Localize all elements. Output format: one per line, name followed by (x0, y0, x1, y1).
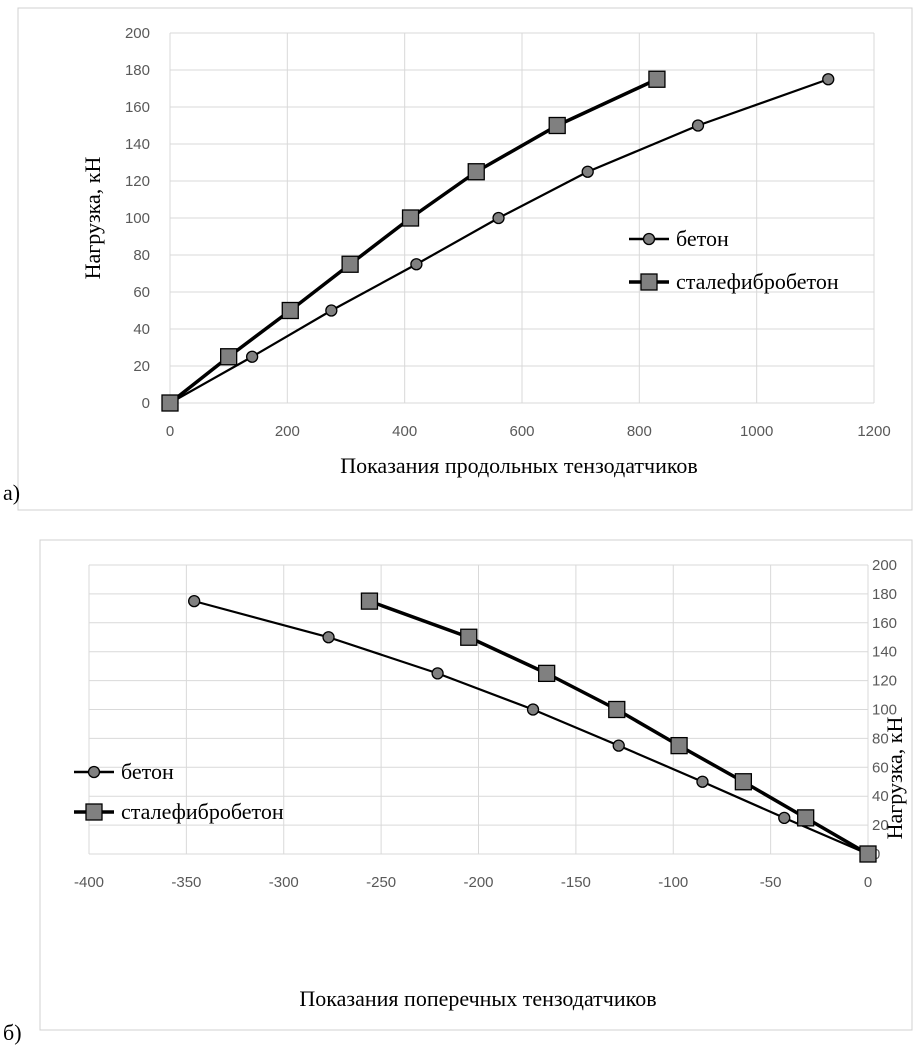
b-x-tick-label: 0 (864, 874, 872, 891)
panel-b-series (188, 592, 877, 863)
b-series-1-point-3 (670, 736, 688, 755)
b-x-tick-label: -150 (561, 874, 591, 891)
b-y-tick-label: 160 (872, 615, 897, 632)
b-series-1-point-6 (460, 628, 478, 646)
b-y-tick-label: 180 (872, 586, 897, 603)
a-x-tick-label: 200 (275, 423, 300, 440)
b-x-tick-label: -50 (760, 874, 782, 891)
b-y-tick-label: 20 (872, 817, 889, 834)
panel-b-ticks: 0 20 40 60 80 100 120 140 160 180 200 -400 -350 -300 -… (74, 557, 897, 891)
a-y-tick-label: 180 (125, 62, 150, 79)
a-series-1-line (168, 77, 658, 405)
a-series-1-point-4 (401, 209, 420, 227)
a-series-1-point-0 (161, 394, 179, 412)
b-series-0-point-3 (612, 739, 625, 752)
b-y-tick-label: 200 (872, 557, 897, 574)
panel-a-label: а) (3, 480, 20, 505)
a-series-0-point-2 (325, 304, 338, 317)
legend-b-beton-marker (87, 765, 101, 779)
panel-a-x-axis-title: Показания продольных тензодатчиков (340, 453, 698, 478)
a-series-0-point-3 (410, 258, 423, 271)
b-x-tick-label: -400 (74, 874, 104, 891)
a-series-0-point-1 (245, 350, 259, 363)
b-y-tick-label: 40 (872, 788, 889, 805)
panel-b-grid (88, 564, 869, 855)
chart-panel-b: 0 20 40 60 80 100 120 140 160 180 200 -400 -350 -300 -… (3, 539, 913, 1045)
b-series-1-point-7 (360, 592, 379, 610)
a-y-tick-label: 200 (125, 25, 150, 42)
a-series-1-point-5 (467, 163, 485, 181)
b-series-1-point-5 (538, 664, 556, 683)
a-y-tick-label: 60 (133, 284, 150, 301)
a-y-tick-label: 120 (125, 173, 150, 190)
a-x-tick-label: 0 (166, 423, 174, 440)
b-series-1-point-0 (859, 845, 877, 863)
b-series-0-line (193, 600, 869, 856)
a-x-tick-label: 1200 (857, 423, 890, 440)
a-series-1-point-2 (281, 301, 299, 320)
panel-a-ticks: 0 20 40 60 80 100 120 140 160 180 200 0 200 400 600 800… (125, 25, 891, 440)
b-x-tick-label: -200 (463, 874, 493, 891)
b-y-tick-label: 100 (872, 702, 897, 719)
legend-a-beton-label: бетон (676, 226, 729, 251)
legend-a-beton-marker (642, 232, 656, 246)
chart-panel-a: 0 20 40 60 80 100 120 140 160 180 200 0 200 400 600 800… (3, 7, 913, 511)
a-y-tick-label: 140 (125, 136, 150, 153)
b-series-0-point-7 (188, 594, 201, 608)
b-series-0-point-4 (526, 703, 540, 716)
legend-b-stalefibrobeton-marker (85, 803, 103, 821)
b-series-0-point-5 (431, 667, 444, 680)
b-series-1-point-4 (608, 700, 626, 719)
legend-a-stalefibrobeton-label: сталефибробетон (676, 269, 839, 294)
a-y-tick-label: 0 (142, 395, 150, 412)
a-series-0-point-6 (691, 119, 705, 132)
a-y-tick-label: 80 (133, 247, 150, 264)
b-x-tick-label: -300 (269, 874, 299, 891)
b-x-tick-label: -100 (658, 874, 688, 891)
a-y-tick-label: 100 (125, 210, 150, 227)
legend-b-beton-label: бетон (121, 759, 174, 784)
b-y-tick-label: 60 (872, 759, 889, 776)
a-series-1-point-6 (548, 116, 566, 135)
b-x-tick-label: -250 (366, 874, 396, 891)
a-series-1-point-7 (648, 70, 666, 88)
a-x-tick-label: 400 (392, 423, 417, 440)
panel-b-label: б) (3, 1020, 22, 1045)
a-y-tick-label: 40 (133, 321, 150, 338)
b-y-tick-label: 120 (872, 673, 897, 690)
panel-a-frame (17, 7, 913, 511)
a-series-1-point-3 (341, 255, 359, 273)
a-series-0-point-7 (822, 73, 835, 86)
legend-a-stalefibrobeton-marker (640, 273, 658, 291)
panel-a-legend: бетон сталефибробетон (629, 226, 839, 294)
b-series-1-point-2 (734, 773, 753, 791)
panel-a-y-axis-title: Нагрузка, кН (80, 157, 105, 280)
panel-b-legend: бетон сталефибробетон (74, 759, 284, 824)
a-y-tick-label: 20 (133, 358, 150, 375)
panel-b-frame (39, 539, 913, 1031)
a-y-tick-label: 160 (125, 99, 150, 116)
panel-b-y-axis-title: Нагрузка, кН (882, 717, 907, 840)
b-series-1-line (368, 599, 869, 856)
a-series-1-point-1 (220, 348, 238, 366)
b-y-tick-label: 140 (872, 644, 897, 661)
panel-a-series (161, 70, 835, 412)
a-series-0-point-5 (581, 165, 594, 178)
b-series-0-point-6 (322, 631, 335, 644)
a-series-0-point-4 (492, 211, 505, 225)
a-x-tick-label: 800 (627, 423, 652, 440)
b-series-1-point-1 (797, 809, 815, 827)
b-series-0-point-1 (778, 811, 791, 825)
panel-b-x-axis-title: Показания поперечных тензодатчиков (299, 986, 656, 1011)
a-x-tick-label: 1000 (740, 423, 773, 440)
panel-a-grid (169, 32, 875, 404)
a-series-0-line (169, 78, 829, 404)
b-x-tick-label: -350 (171, 874, 201, 891)
b-series-0-point-2 (696, 775, 709, 788)
a-x-tick-label: 600 (509, 423, 534, 440)
legend-b-stalefibrobeton-label: сталефибробетон (121, 799, 284, 824)
b-y-tick-label: 80 (872, 730, 889, 747)
